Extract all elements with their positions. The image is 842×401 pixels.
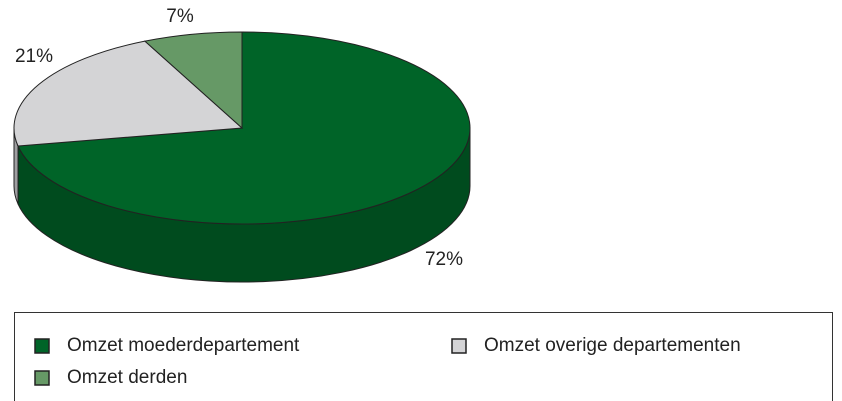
legend: Omzet moederdepartement Omzet overige dep…: [34, 335, 741, 388]
data-label: 72%: [425, 249, 463, 270]
legend-label: Omzet moederdepartement: [67, 335, 300, 356]
pie: 72% 21% 7%: [13, 6, 471, 283]
legend-label: Omzet overige departementen: [484, 335, 741, 356]
legend-box: [14, 312, 833, 401]
pie-slice: [13, 40, 244, 147]
data-label: 21%: [15, 46, 53, 67]
pie-slice: [17, 31, 471, 225]
legend-label: Omzet derden: [67, 367, 187, 388]
legend-swatch: [34, 370, 50, 386]
legend-swatch: [34, 338, 50, 354]
data-label: 7%: [166, 6, 194, 27]
legend-swatch: [451, 338, 467, 354]
pie-slice: [143, 31, 243, 130]
